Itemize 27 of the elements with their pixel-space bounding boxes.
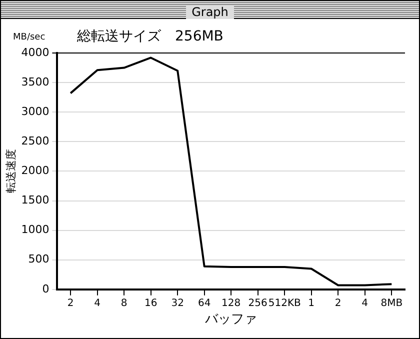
y-tick-label: 2000 bbox=[21, 164, 50, 178]
x-tick-label: 32 bbox=[171, 298, 184, 309]
x-tick-label: 4 bbox=[362, 298, 368, 309]
x-tick-label: 128 bbox=[222, 298, 241, 309]
x-tick-label: 256 bbox=[248, 298, 268, 309]
x-tick-label: 2 bbox=[334, 298, 342, 309]
x-tick-label: 512KB bbox=[268, 298, 301, 309]
y-tick-label: 1000 bbox=[21, 223, 50, 236]
x-tick-label: 16 bbox=[144, 298, 158, 309]
x-tick-label: 2 bbox=[67, 298, 74, 309]
chart-title: 総転送サイズ 256MB bbox=[76, 28, 224, 45]
y-tick-label: 500 bbox=[28, 252, 50, 266]
x-tick-label: 8MB bbox=[380, 298, 403, 309]
y-tick-label: 2500 bbox=[21, 134, 50, 148]
text: Graph bbox=[186, 5, 234, 19]
x-axis-title: バッファ bbox=[204, 310, 258, 326]
x-tick-label: 4 bbox=[94, 298, 101, 309]
y-tick-label: 1500 bbox=[21, 194, 50, 207]
y-tick-label: 3000 bbox=[21, 104, 50, 118]
x-tick-label: 8 bbox=[120, 298, 128, 309]
y-tick-label: 0 bbox=[42, 282, 50, 296]
x-tick-label: 1 bbox=[308, 298, 315, 309]
y-tick-label: 4000 bbox=[21, 46, 50, 59]
text: MB/sec bbox=[13, 32, 46, 42]
y-tick-label: 3500 bbox=[21, 75, 50, 88]
x-tick-label: 64 bbox=[198, 298, 211, 309]
y-axis-title: 転送速度 bbox=[4, 149, 18, 194]
